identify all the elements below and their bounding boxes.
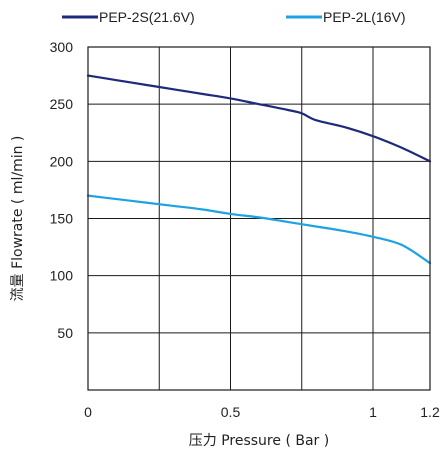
series-line-1 — [86, 74, 432, 163]
x-tick-label: 0.5 — [221, 404, 241, 420]
y-tick-label: 200 — [50, 153, 74, 169]
y-tick-label: 100 — [50, 268, 74, 284]
legend-label-2: PEP-2L(16V) — [323, 9, 405, 25]
x-tick-label: 1 — [369, 404, 377, 420]
x-tick-labels: 0 0.5 1 1.2 — [84, 404, 440, 420]
plot-frame — [87, 46, 431, 391]
x-tick-label: 1.2 — [420, 404, 440, 420]
y-tick-labels: 50 100 150 200 250 300 — [50, 39, 74, 341]
y-tick-label: 300 — [50, 39, 74, 55]
grid — [88, 47, 430, 390]
y-axis-label: 流量 Flowrate ( ml/min ) — [10, 136, 26, 302]
y-tick-label: 150 — [50, 211, 74, 227]
y-tick-label: 250 — [50, 96, 74, 112]
x-tick-label: 0 — [84, 404, 92, 420]
y-tick-label: 50 — [57, 325, 73, 341]
series-lines — [86, 74, 432, 265]
legend-label-1: PEP-2S(21.6V) — [99, 9, 195, 25]
series-line-2 — [86, 194, 432, 265]
x-axis-label: 压力 Pressure ( Bar ) — [189, 433, 329, 449]
legend: PEP-2S(21.6V) PEP-2L(16V) — [62, 9, 405, 25]
